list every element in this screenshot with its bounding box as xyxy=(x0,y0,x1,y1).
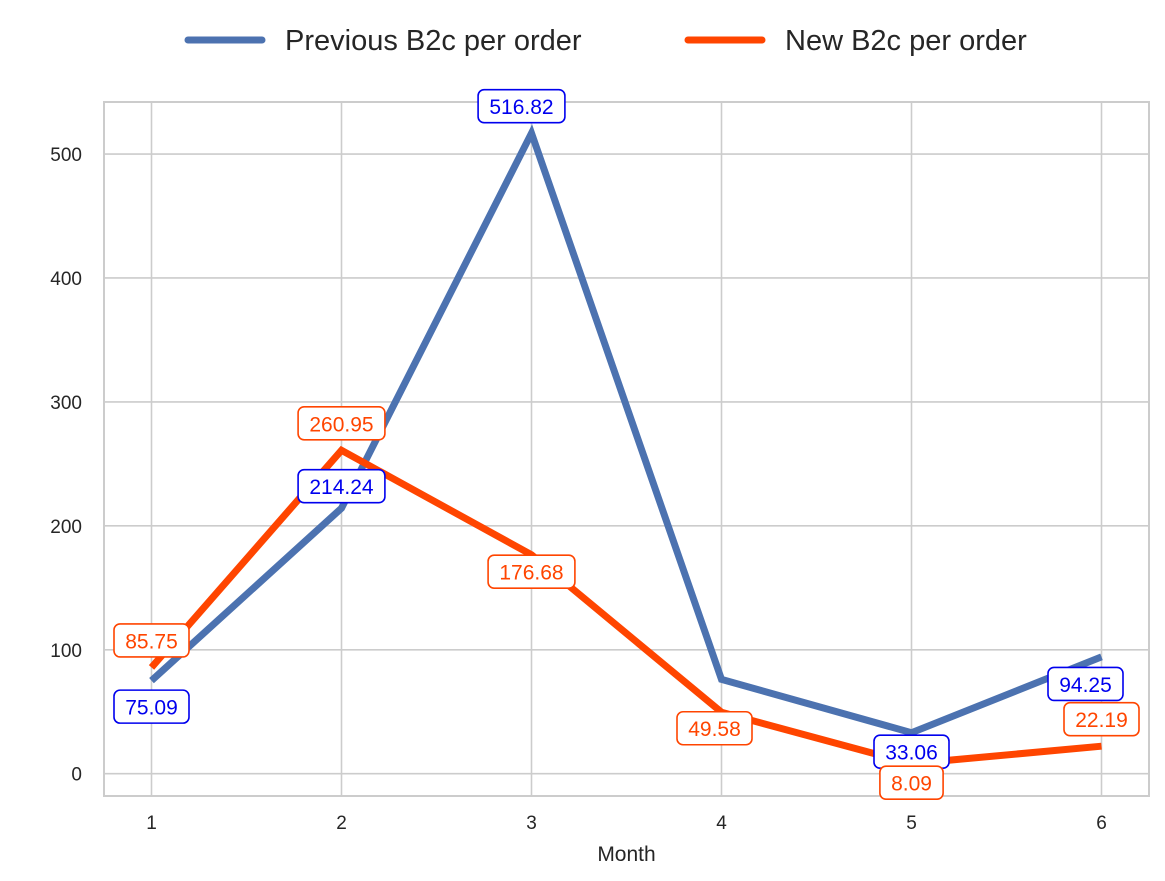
series-line-previous xyxy=(149,124,1103,737)
data-label-box xyxy=(487,554,576,590)
x-axis-title: Month xyxy=(597,843,655,866)
data-label: 214.24 xyxy=(297,468,386,504)
legend-label: Previous B2c per order xyxy=(285,25,582,57)
data-label-box xyxy=(676,710,753,746)
plot-frame xyxy=(103,101,1150,797)
data-label-box xyxy=(113,689,190,724)
data-label-box xyxy=(879,765,944,800)
x-tick-label: 3 xyxy=(526,813,537,834)
data-label-text: 75.09 xyxy=(125,697,178,720)
data-label-text: 8.09 xyxy=(891,773,932,796)
data-label-text: 260.95 xyxy=(309,413,373,436)
data-label: 49.58 xyxy=(676,710,753,746)
data-label-text: 214.24 xyxy=(309,476,374,499)
data-label: 176.68 xyxy=(487,554,576,590)
y-tick-label: 300 xyxy=(50,393,82,414)
data-label-text: 22.19 xyxy=(1075,709,1128,732)
x-tick-label: 6 xyxy=(1096,813,1107,834)
data-label-text: 85.75 xyxy=(125,630,178,653)
legend-label: New B2c per order xyxy=(785,25,1027,57)
plot-area: 75.09 214.24 516.82 33.06 94.25 85.75 260.95 17… xyxy=(103,88,1150,800)
legend-item: Previous B2c per order xyxy=(184,25,582,57)
data-label-text: 516.82 xyxy=(489,96,553,119)
data-label-text: 94.25 xyxy=(1059,674,1112,697)
data-label: 94.25 xyxy=(1047,666,1124,702)
legend-item: New B2c per order xyxy=(684,25,1027,57)
data-label-box xyxy=(297,468,386,504)
data-label-text: 49.58 xyxy=(688,718,741,741)
data-label-box xyxy=(113,623,190,658)
x-tick-label: 4 xyxy=(716,813,727,834)
data-label: 75.09 xyxy=(113,689,190,724)
data-label: 516.82 xyxy=(477,88,566,124)
x-tick-label: 5 xyxy=(906,813,917,834)
data-label-box xyxy=(297,406,386,441)
data-label-box xyxy=(477,88,566,124)
x-tick-label: 2 xyxy=(336,813,347,834)
data-label: 85.75 xyxy=(113,623,190,658)
data-label-box xyxy=(1047,666,1124,702)
data-label: 22.19 xyxy=(1063,701,1140,737)
y-tick-label: 400 xyxy=(50,269,82,290)
legend: Previous B2c per order New B2c per order xyxy=(184,25,1027,57)
y-tick-label: 0 xyxy=(71,765,82,786)
y-tick-label: 100 xyxy=(50,641,82,662)
y-axis-ticks: 0 100 200 300 400 500 xyxy=(50,145,82,786)
data-label: 8.09 xyxy=(879,765,944,800)
x-axis-ticks: 1 2 3 4 5 6 xyxy=(146,813,1107,834)
data-label-text: 176.68 xyxy=(499,562,563,585)
data-label: 260.95 xyxy=(297,406,386,441)
y-tick-label: 200 xyxy=(50,517,82,538)
data-label-text: 33.06 xyxy=(885,742,938,765)
data-labels: 75.09 214.24 516.82 33.06 94.25 85.75 260.95 17… xyxy=(113,88,1140,800)
y-tick-label: 500 xyxy=(50,145,82,166)
data-label: 33.06 xyxy=(873,734,950,770)
data-label-box xyxy=(1063,701,1140,737)
x-tick-label: 1 xyxy=(146,813,157,834)
